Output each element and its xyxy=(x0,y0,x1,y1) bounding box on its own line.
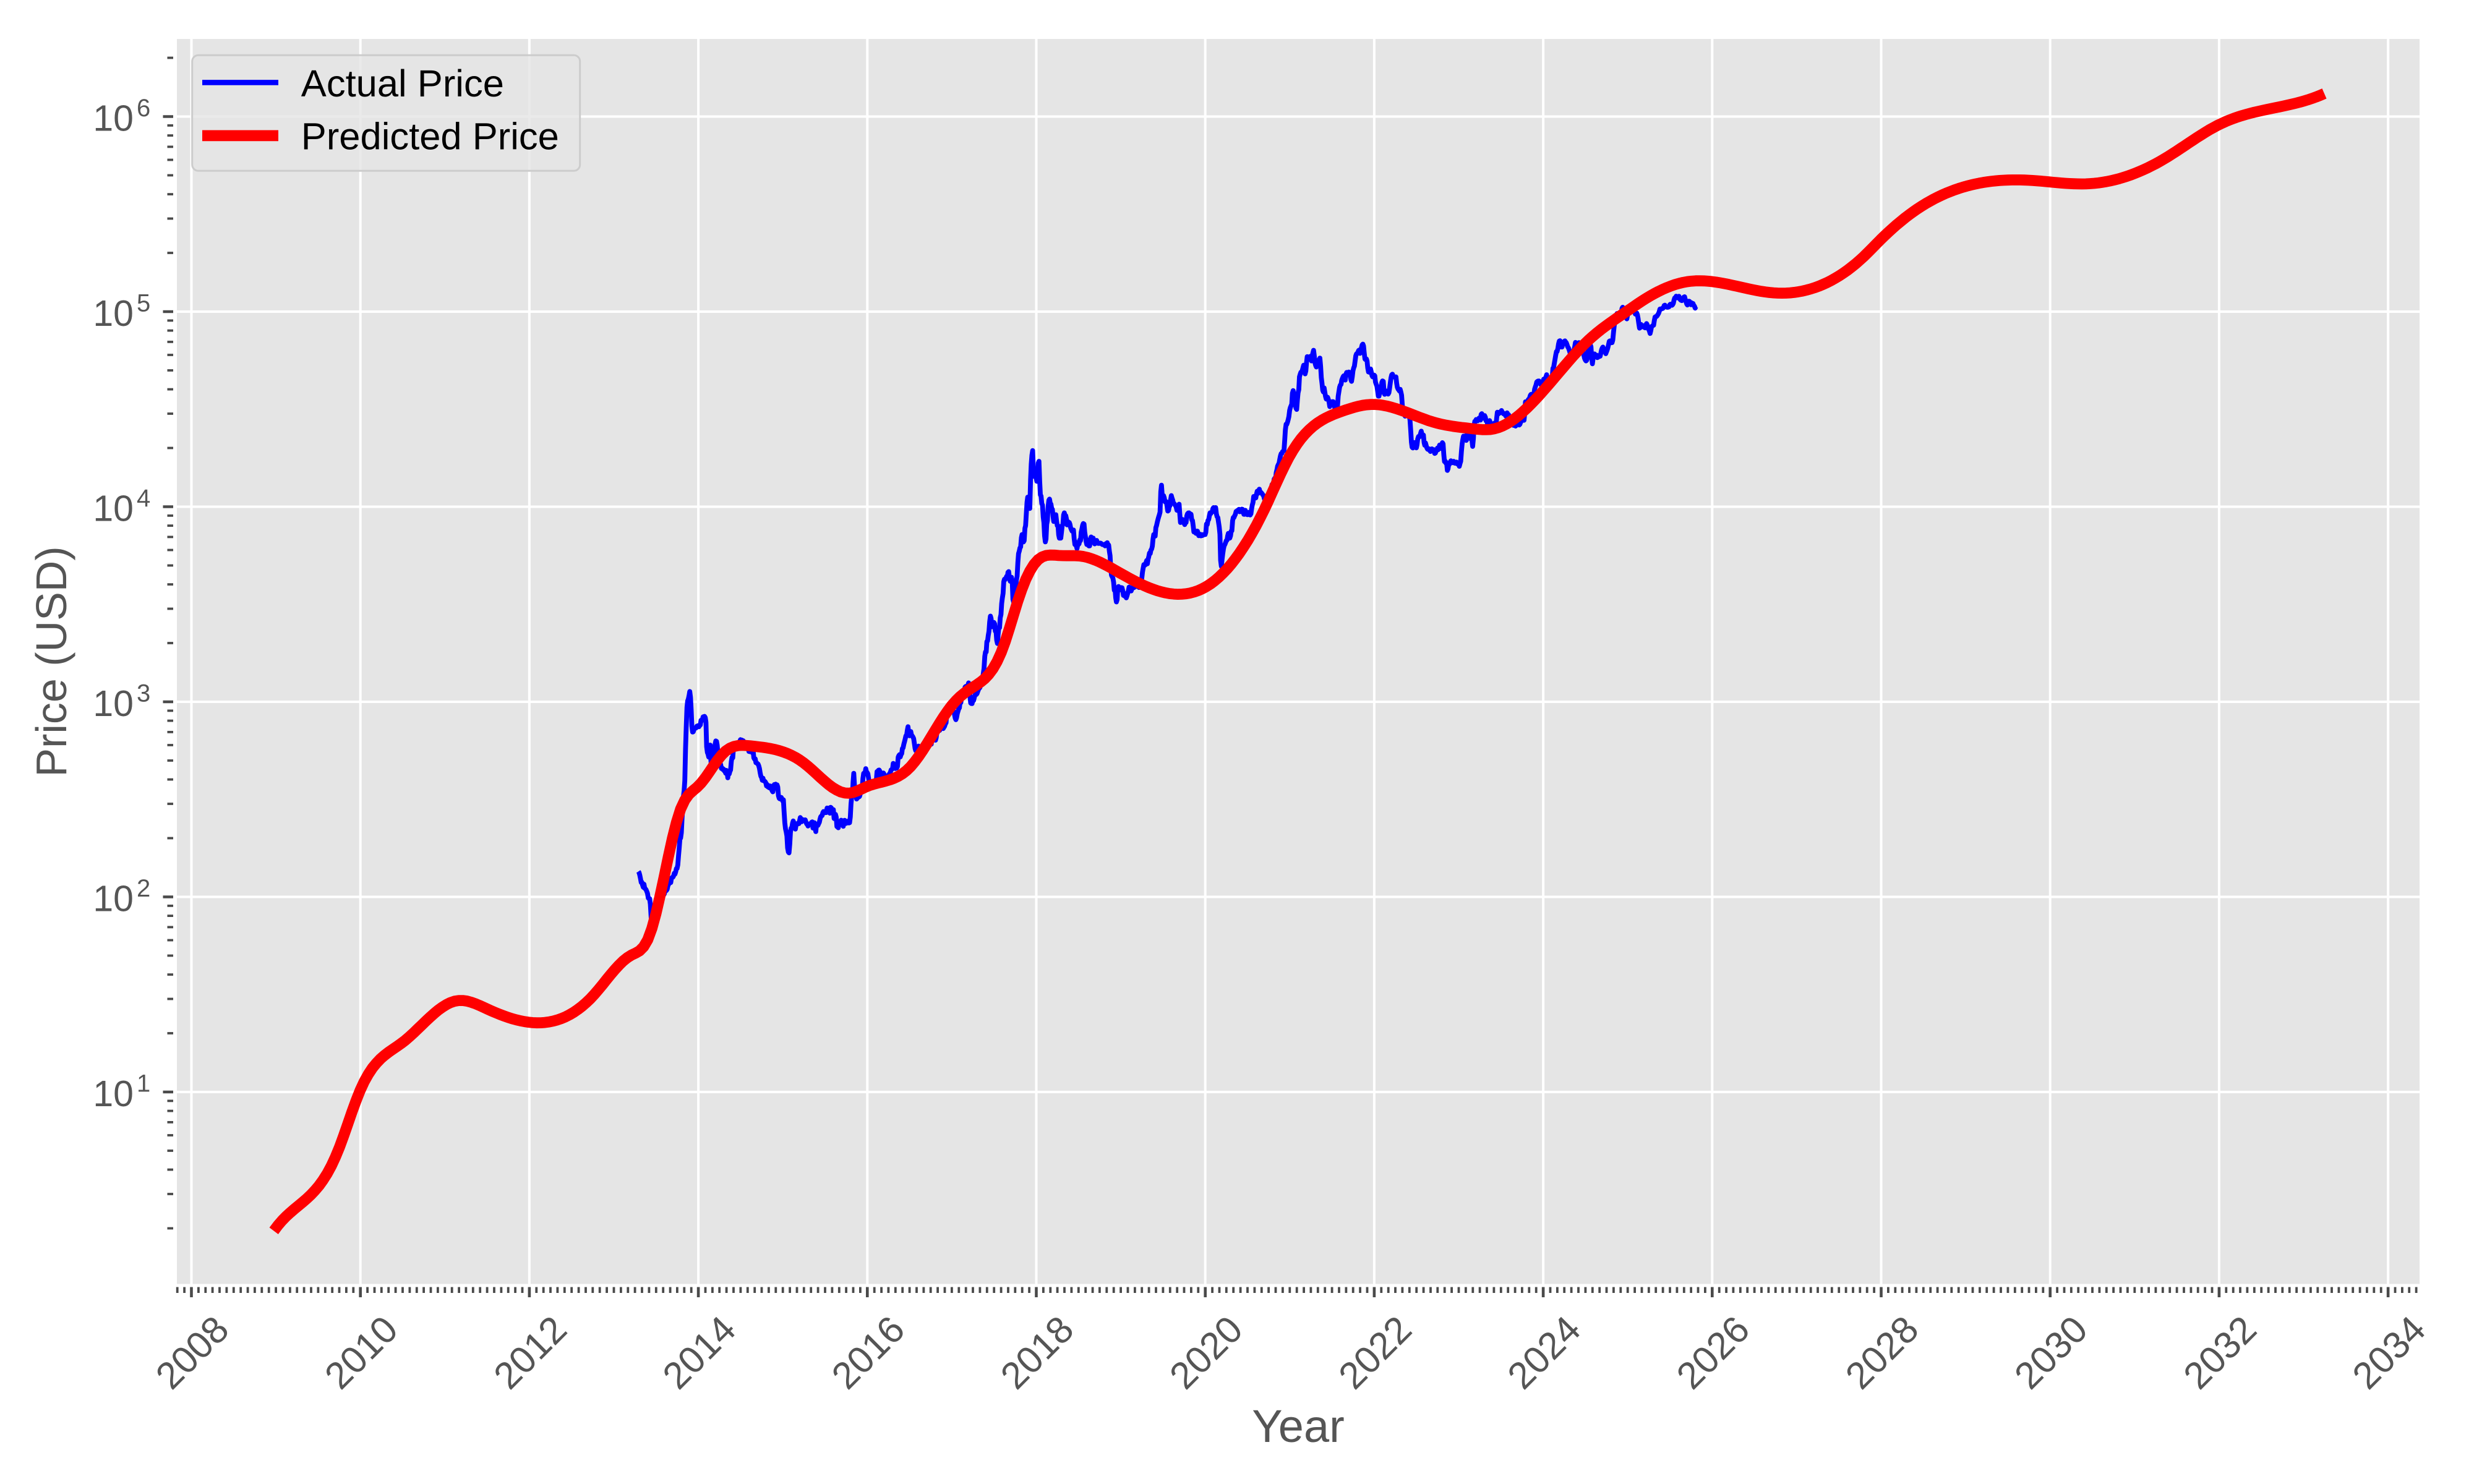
svg-text:3: 3 xyxy=(137,680,150,707)
svg-text:10: 10 xyxy=(93,683,134,724)
svg-text:Predicted Price: Predicted Price xyxy=(301,115,559,158)
svg-text:Price (USD): Price (USD) xyxy=(27,546,75,777)
svg-text:Year: Year xyxy=(1252,1401,1345,1452)
svg-text:10: 10 xyxy=(93,98,134,139)
svg-text:4: 4 xyxy=(137,485,150,512)
svg-text:Actual Price: Actual Price xyxy=(301,62,504,105)
svg-text:2: 2 xyxy=(137,875,150,902)
svg-text:6: 6 xyxy=(137,95,150,122)
svg-text:1: 1 xyxy=(137,1070,150,1098)
svg-text:10: 10 xyxy=(93,879,134,919)
svg-text:10: 10 xyxy=(93,488,134,529)
svg-text:5: 5 xyxy=(137,290,150,317)
svg-text:10: 10 xyxy=(93,1073,134,1114)
svg-text:10: 10 xyxy=(93,293,134,334)
